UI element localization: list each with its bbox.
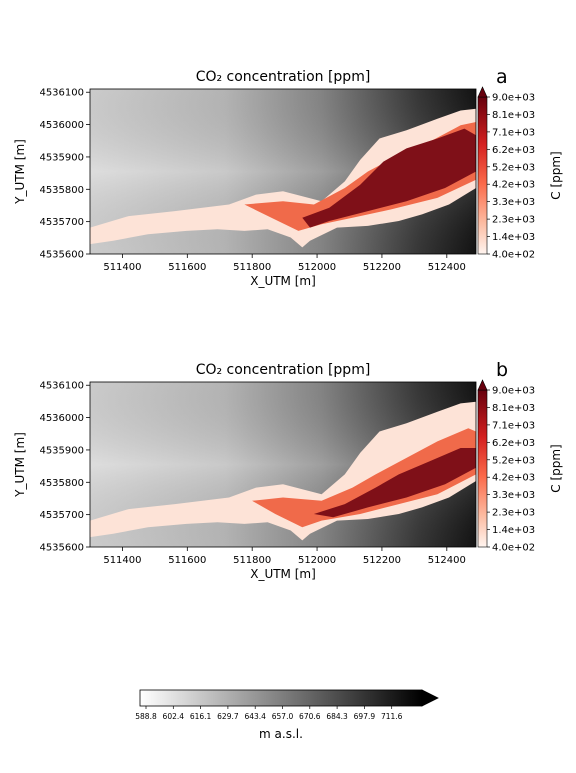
- chart-title: CO₂ concentration [ppm]: [196, 362, 371, 378]
- plume-low-concentration: [90, 108, 476, 248]
- y-tick-label: 4535800: [39, 478, 84, 489]
- terrain-colorbar-body: [139, 689, 423, 707]
- x-tick-label: 511600: [168, 262, 206, 273]
- y-tick-label: 4535800: [39, 185, 84, 196]
- x-axis-label: X_UTM [m]: [250, 567, 316, 581]
- terrain-colorbar-label: m a.s.l.: [259, 727, 303, 741]
- y-tick-label: 4535600: [39, 543, 84, 554]
- x-tick-label: 512200: [363, 555, 401, 566]
- colorbar-tick-label: 2.3e+03: [492, 508, 535, 519]
- terrain-colorbar-tick-label: 602.4: [163, 712, 185, 721]
- axes-frame: [89, 88, 477, 255]
- colorbar-extend-arrow: [477, 86, 488, 98]
- colorbar-tick-label: 7.1e+03: [492, 420, 535, 431]
- concentration-colorbar: [477, 389, 488, 548]
- concentration-colorbar: [477, 96, 488, 255]
- axes-frame: [89, 381, 477, 548]
- terrain-colorbar-tick-label: 711.6: [381, 712, 403, 721]
- y-tick-label: 4535700: [39, 217, 84, 228]
- y-tick-label: 4535900: [39, 152, 84, 163]
- x-tick-label: 512000: [298, 262, 336, 273]
- colorbar-tick-label: 5.2e+03: [492, 162, 535, 173]
- x-tick-label: 511800: [233, 555, 271, 566]
- terrain-colorbar-tick-label: 657.0: [272, 712, 294, 721]
- x-tick-label: 511600: [168, 555, 206, 566]
- x-tick-label: 512000: [298, 555, 336, 566]
- colorbar-tick-label: 5.2e+03: [492, 455, 535, 466]
- panel-a: 511400 511600 511800 512000 512200 512400 4535…: [13, 66, 563, 288]
- y-tick-label: 4535700: [39, 510, 84, 521]
- colorbar-tick-label: 4.0e+02: [492, 250, 535, 261]
- colorbar-tick-label: 6.2e+03: [492, 438, 535, 449]
- y-tick-label: 4536100: [39, 381, 84, 392]
- panel-letter: a: [496, 66, 508, 88]
- terrain-colorbar-tick-label: 643.4: [244, 712, 266, 721]
- terrain-colorbar: 588.8 602.4 616.1 629.7 643.4 657.0 670.6 684.3…: [135, 689, 439, 741]
- x-tick-label: 511800: [233, 262, 271, 273]
- colorbar-tick-label: 4.2e+03: [492, 473, 535, 484]
- terrain-colorbar-tick-label: 684.3: [326, 712, 348, 721]
- terrain-colorbar-tick-label: 670.6: [299, 712, 321, 721]
- colorbar-label: C [ppm]: [549, 444, 563, 492]
- y-axis-label: Y_UTM [m]: [13, 139, 27, 205]
- terrain-colorbar-tick-label: 629.7: [217, 712, 239, 721]
- y-tick-label: 4536000: [39, 120, 84, 131]
- colorbar-tick-label: 1.4e+03: [492, 525, 535, 536]
- plume-high-concentration: [313, 448, 476, 518]
- colorbar-tick-label: 1.4e+03: [492, 232, 535, 243]
- colorbar-tick-label: 8.1e+03: [492, 110, 535, 121]
- y-tick-label: 4535900: [39, 445, 84, 456]
- x-tick-label: 511400: [103, 555, 141, 566]
- terrain-colorbar-tick-label: 616.1: [190, 712, 212, 721]
- terrain-colorbar-tick-label: 697.9: [354, 712, 376, 721]
- panel-letter: b: [496, 359, 508, 381]
- plume-high-concentration: [302, 128, 476, 228]
- colorbar-tick-label: 9.0e+03: [492, 386, 535, 397]
- colorbar-tick-label: 7.1e+03: [492, 127, 535, 138]
- panel-b: 511400 511600 511800 512000 512200 512400 4535…: [13, 359, 563, 581]
- x-tick-label: 512200: [363, 262, 401, 273]
- colorbar-tick-label: 8.1e+03: [492, 403, 535, 414]
- terrain-colorbar-extend-arrow: [421, 689, 439, 707]
- y-tick-label: 4535600: [39, 250, 84, 261]
- colorbar-tick-label: 3.3e+03: [492, 490, 535, 501]
- colorbar-extend-arrow: [477, 379, 488, 391]
- plume-mid-concentration: [252, 428, 476, 528]
- colorbar-tick-label: 4.2e+03: [492, 180, 535, 191]
- x-axis-label: X_UTM [m]: [250, 274, 316, 288]
- colorbar-label: C [ppm]: [549, 151, 563, 199]
- y-axis-label: Y_UTM [m]: [13, 432, 27, 498]
- colorbar-tick-label: 2.3e+03: [492, 215, 535, 226]
- colorbar-tick-label: 3.3e+03: [492, 197, 535, 208]
- y-tick-label: 4536000: [39, 413, 84, 424]
- terrain-colorbar-tick-label: 588.8: [135, 712, 157, 721]
- colorbar-tick-label: 6.2e+03: [492, 145, 535, 156]
- colorbar-tick-label: 4.0e+02: [492, 543, 535, 554]
- x-tick-label: 512400: [428, 555, 466, 566]
- x-tick-label: 512400: [428, 262, 466, 273]
- x-tick-label: 511400: [103, 262, 141, 273]
- colorbar-tick-label: 9.0e+03: [492, 93, 535, 104]
- chart-title: CO₂ concentration [ppm]: [196, 69, 371, 85]
- y-tick-label: 4536100: [39, 88, 84, 99]
